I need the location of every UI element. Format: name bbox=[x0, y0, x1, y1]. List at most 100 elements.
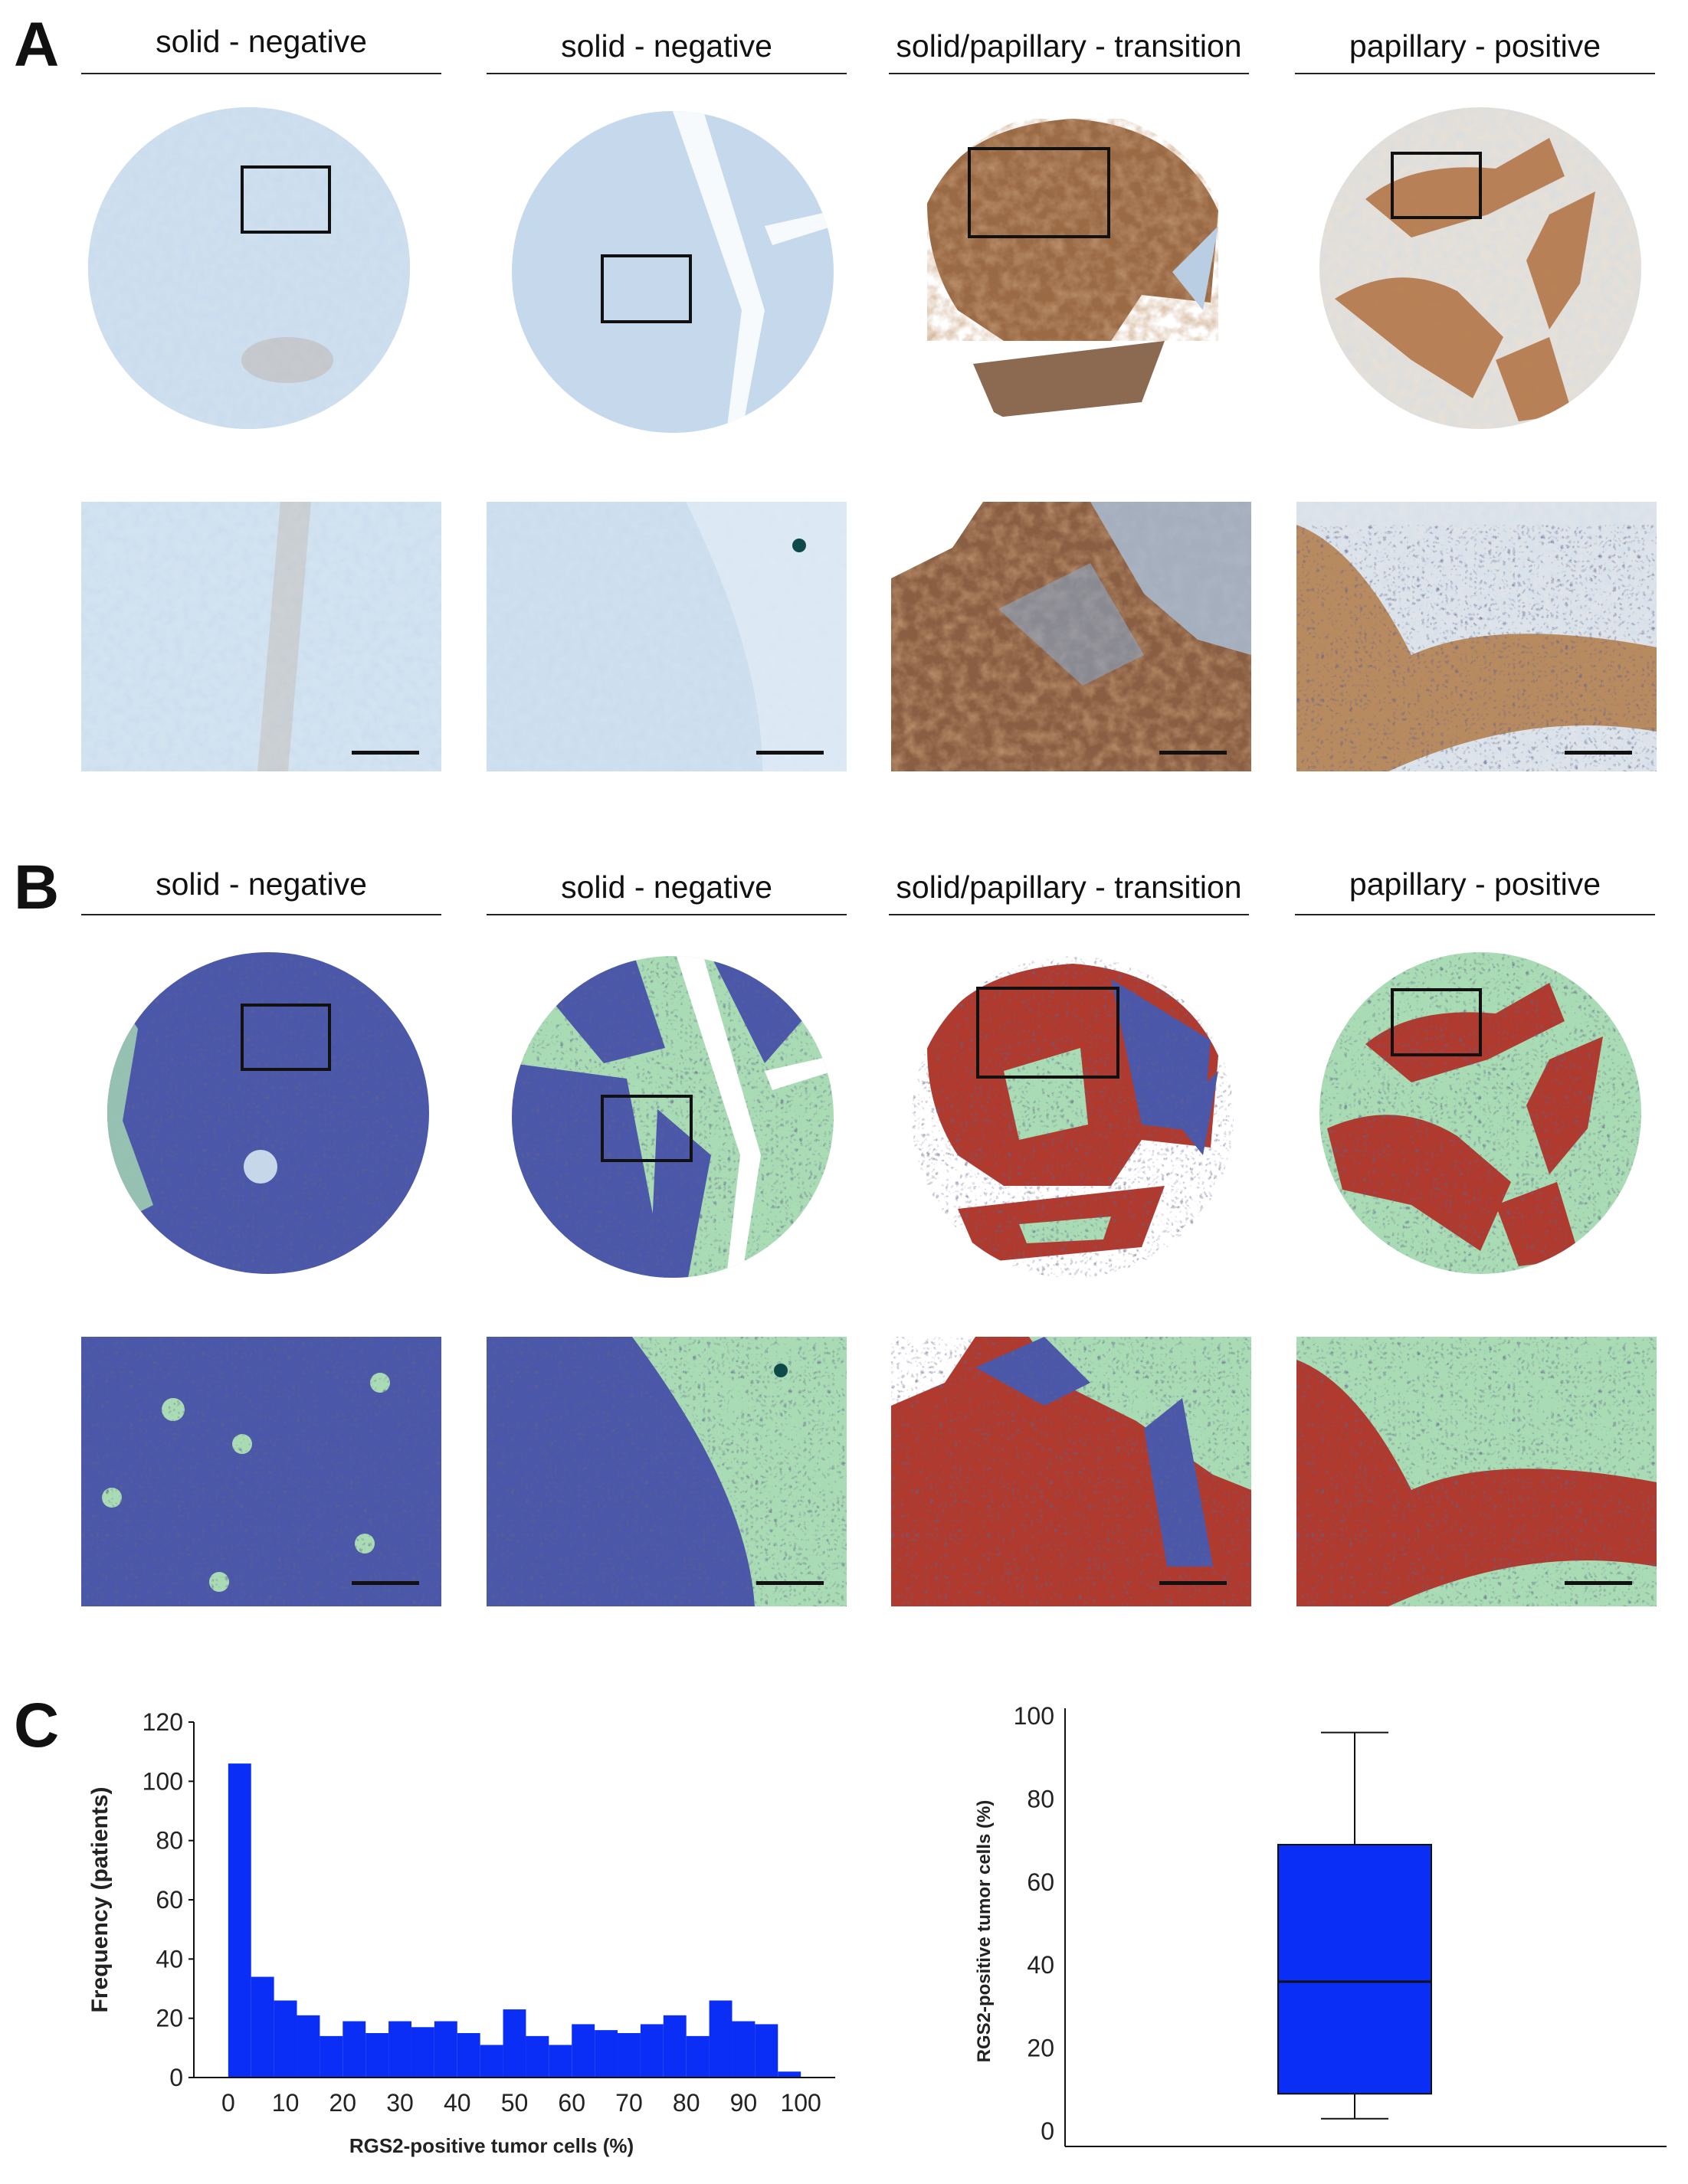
region-of-interest-box bbox=[241, 1004, 331, 1071]
region-of-interest-box bbox=[241, 165, 331, 234]
segmented-core-image bbox=[912, 956, 1234, 1278]
histogram-bar bbox=[320, 2035, 343, 2078]
x-tick-label: 0 bbox=[221, 2089, 235, 2117]
histogram-bar bbox=[480, 2045, 503, 2078]
x-tick-label: 30 bbox=[386, 2089, 414, 2117]
column-rule bbox=[81, 73, 441, 74]
panel-label-c: C bbox=[14, 1691, 60, 1760]
histogram-bar bbox=[686, 2035, 710, 2078]
column-title: solid - negative bbox=[156, 24, 367, 59]
histogram-bar bbox=[297, 2015, 320, 2078]
histogram-bar bbox=[709, 2000, 733, 2078]
panel-label-a: A bbox=[14, 10, 60, 80]
column-rule bbox=[487, 73, 847, 74]
zoomed-micrograph bbox=[891, 502, 1251, 771]
histogram-bar bbox=[365, 2033, 389, 2078]
histogram-bar bbox=[228, 1763, 251, 2078]
column-rule bbox=[1295, 914, 1655, 915]
zoomed-micrograph bbox=[487, 502, 847, 771]
histogram-bar bbox=[388, 2021, 411, 2078]
histogram-bar bbox=[663, 2015, 687, 2078]
boxplot-chart: 0 20 40 60 80 100 RGS2-positive tumor cells (%… bbox=[974, 1702, 1667, 2147]
column-title: papillary - positive bbox=[1349, 866, 1601, 902]
scale-bar bbox=[1565, 1581, 1632, 1585]
x-tick-label: 80 bbox=[673, 2089, 700, 2117]
column-rule bbox=[1295, 73, 1655, 74]
histogram-bar bbox=[251, 1976, 274, 2078]
zoomed-micrograph bbox=[81, 502, 441, 771]
region-of-interest-box bbox=[968, 147, 1110, 238]
y-tick-label: 20 bbox=[1027, 2035, 1054, 2062]
column-rule bbox=[889, 73, 1249, 74]
y-tick-label: 80 bbox=[1027, 1785, 1054, 1812]
region-of-interest-box bbox=[976, 987, 1119, 1079]
histogram-bar bbox=[618, 2033, 641, 2078]
y-axis-title: Frequency (patients) bbox=[87, 1786, 113, 2012]
y-tick-label: 60 bbox=[156, 1886, 183, 1914]
region-of-interest-box bbox=[1391, 988, 1482, 1056]
x-tick-label: 50 bbox=[501, 2089, 529, 2117]
x-tick-label: 60 bbox=[558, 2089, 585, 2117]
zoomed-segmentation bbox=[891, 1337, 1251, 1606]
region-of-interest-box bbox=[601, 1095, 693, 1162]
histogram-bar bbox=[755, 2024, 778, 2078]
x-tick-label: 100 bbox=[780, 2089, 821, 2117]
y-tick-label: 20 bbox=[156, 2005, 183, 2032]
y-tick-label: 60 bbox=[1027, 1868, 1054, 1896]
y-tick-label: 0 bbox=[1041, 2117, 1054, 2145]
interquartile-box bbox=[1277, 1844, 1432, 2095]
histogram-bar bbox=[434, 2021, 457, 2078]
segmented-core-image bbox=[512, 956, 834, 1278]
histogram-bar bbox=[411, 2027, 434, 2078]
segmented-core-image bbox=[107, 952, 429, 1274]
zoomed-micrograph bbox=[1296, 502, 1657, 771]
scale-bar bbox=[756, 1581, 824, 1585]
histogram-bar bbox=[526, 2035, 549, 2078]
y-tick-label: 40 bbox=[156, 1945, 183, 1973]
histogram-bar bbox=[503, 2009, 526, 2078]
column-rule bbox=[889, 914, 1249, 915]
tissue-core-image bbox=[1319, 107, 1641, 429]
tissue-core-image bbox=[512, 111, 834, 433]
y-tick-label: 100 bbox=[1014, 1702, 1054, 1730]
x-axis-title: RGS2-positive tumor cells (%) bbox=[349, 2134, 634, 2157]
histogram-bar bbox=[595, 2030, 618, 2078]
panel-label-b: B bbox=[14, 853, 60, 922]
histogram-bar bbox=[549, 2045, 572, 2078]
y-tick-label: 0 bbox=[169, 2064, 183, 2091]
column-title: solid - negative bbox=[561, 869, 772, 905]
x-tick-label: 70 bbox=[615, 2089, 643, 2117]
y-tick-label: 100 bbox=[143, 1767, 183, 1795]
x-tick-label: 90 bbox=[730, 2089, 758, 2117]
scale-bar bbox=[352, 1581, 419, 1585]
histogram-bar bbox=[640, 2024, 664, 2078]
histogram-bar bbox=[274, 2000, 297, 2078]
y-tick-label: 120 bbox=[143, 1708, 183, 1736]
x-tick-label: 10 bbox=[272, 2089, 300, 2117]
column-title: solid/papillary - transition bbox=[896, 869, 1242, 905]
y-tick-label: 40 bbox=[1027, 1951, 1054, 1979]
column-title: solid - negative bbox=[156, 866, 367, 902]
scale-bar bbox=[756, 751, 824, 755]
scale-bar bbox=[352, 751, 419, 755]
column-title: papillary - positive bbox=[1349, 28, 1601, 64]
scale-bar bbox=[1159, 1581, 1227, 1585]
scale-bar bbox=[1159, 751, 1227, 755]
region-of-interest-box bbox=[1391, 152, 1482, 219]
scale-bar bbox=[1565, 751, 1632, 755]
column-rule bbox=[81, 914, 441, 915]
histogram-bar bbox=[778, 2071, 801, 2078]
zoomed-segmentation bbox=[81, 1337, 441, 1606]
column-rule bbox=[487, 914, 847, 915]
y-axis-title: RGS2-positive tumor cells (%) bbox=[974, 1800, 995, 2063]
zoomed-segmentation bbox=[487, 1337, 847, 1606]
zoomed-segmentation bbox=[1296, 1337, 1657, 1606]
tissue-core-image bbox=[912, 111, 1234, 433]
x-tick-label: 20 bbox=[329, 2089, 357, 2117]
histogram-bar bbox=[343, 2021, 366, 2078]
histogram-bar bbox=[457, 2033, 480, 2078]
histogram-bar bbox=[732, 2021, 756, 2078]
region-of-interest-box bbox=[601, 254, 692, 323]
tissue-core-image bbox=[88, 107, 410, 429]
x-tick-label: 40 bbox=[444, 2089, 471, 2117]
